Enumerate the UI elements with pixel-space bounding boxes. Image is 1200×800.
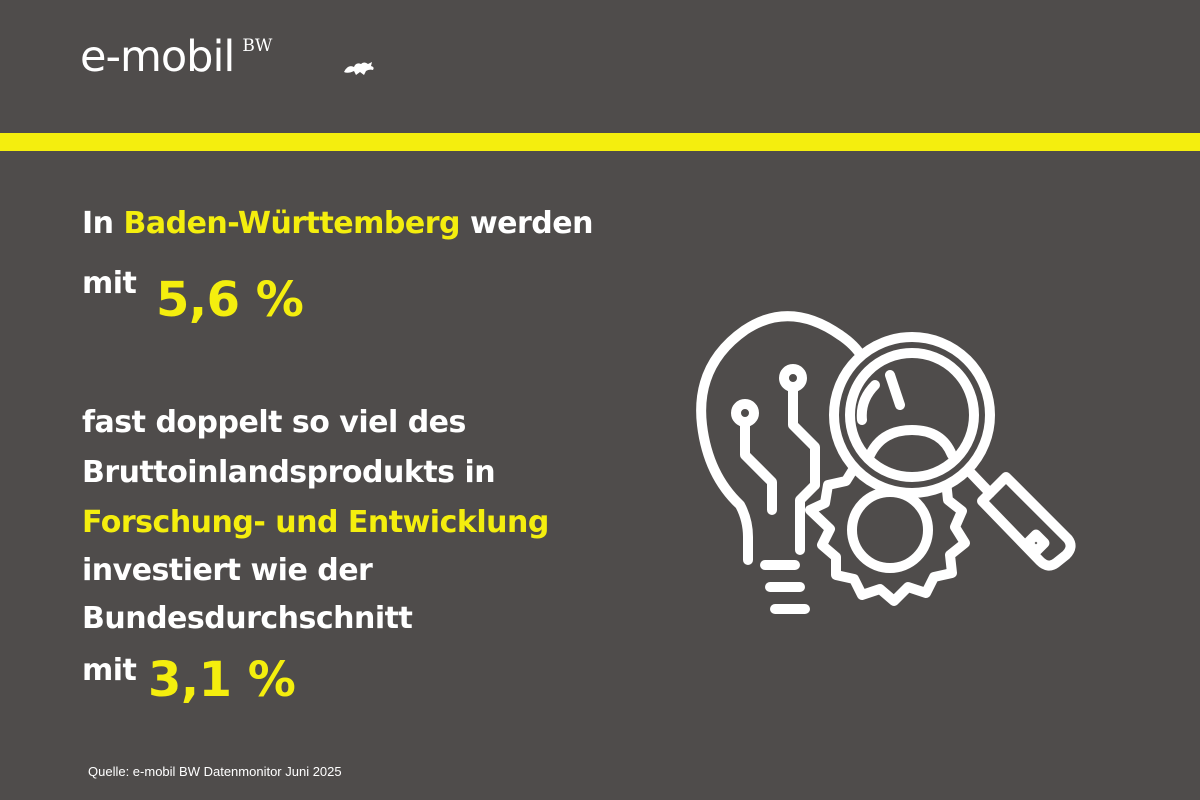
body-line-4: investiert wie der (82, 553, 373, 588)
headline-prefix: In (82, 206, 114, 241)
bw-percentage-value: 5,6 % (156, 272, 304, 328)
body-line-1: fast doppelt so viel des (82, 405, 466, 440)
federal-percentage-value: 3,1 % (148, 652, 296, 708)
lightbulb-gear-magnifier-icon (696, 311, 1076, 614)
body-line-research: Forschung- und Entwicklung (82, 505, 549, 540)
headline-region: Baden-Württemberg (123, 206, 460, 241)
accent-stripe (0, 133, 1200, 151)
source-note: Quelle: e-mobil BW Datenmonitor Juni 202… (88, 764, 342, 779)
lion-crest-icon (344, 62, 374, 75)
body-mit-label: mit (82, 653, 137, 688)
body-line-5: Bundesdurchschnitt (82, 601, 413, 636)
logo-bw-label: BW (242, 36, 273, 56)
brand-logo: e-mobil BW (80, 32, 374, 82)
logo-wordmark: e-mobil (80, 32, 235, 82)
body-line-2: Bruttoinlandsprodukts in (82, 455, 496, 490)
headline-line-1: In Baden-Württemberg werden (82, 206, 594, 241)
headline-suffix: werden (469, 206, 594, 241)
headline-mit-label: mit (82, 266, 137, 301)
